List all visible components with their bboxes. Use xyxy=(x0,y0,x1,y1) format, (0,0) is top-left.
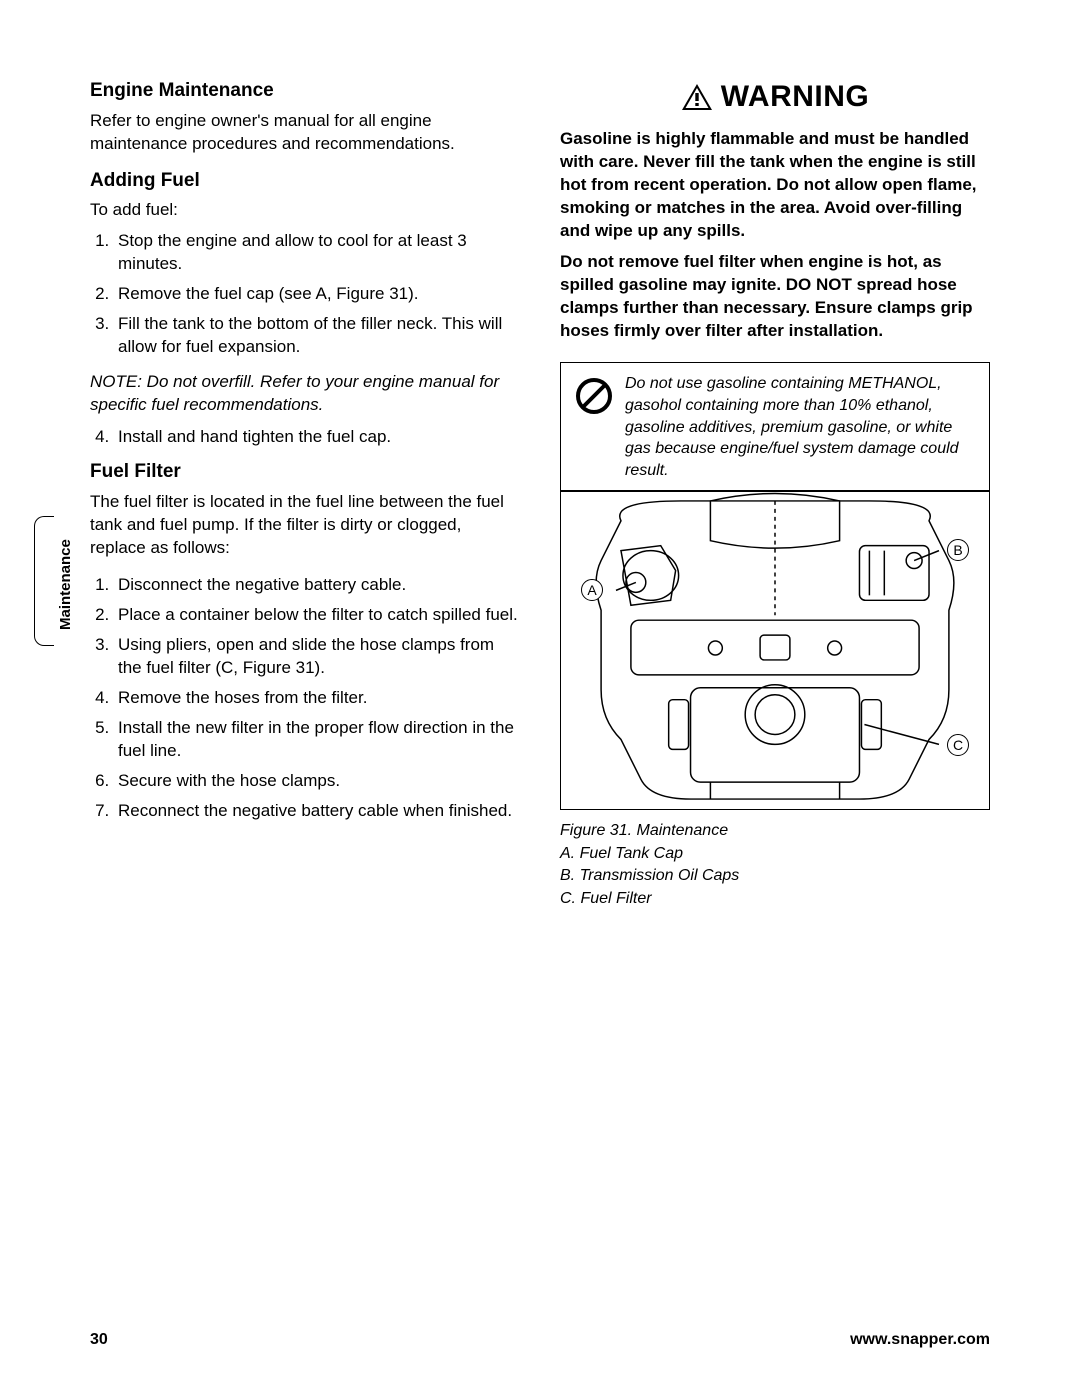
step: Install the new filter in the proper flo… xyxy=(114,717,520,763)
step: Secure with the hose clamps. xyxy=(114,770,520,793)
prohibit-icon xyxy=(575,377,613,415)
heading-fuel-filter: Fuel Filter xyxy=(90,461,520,483)
step: Place a container below the filter to ca… xyxy=(114,604,520,627)
heading-engine-maintenance: Engine Maintenance xyxy=(90,80,520,102)
steps-fuel-filter: Disconnect the negative battery cable. P… xyxy=(90,574,520,822)
caption-b: B. Transmission Oil Caps xyxy=(560,865,990,887)
step: Disconnect the negative battery cable. xyxy=(114,574,520,597)
step: Remove the hoses from the filter. xyxy=(114,687,520,710)
left-column: Engine Maintenance Refer to engine owner… xyxy=(90,80,520,910)
warning-text-1: Gasoline is highly flammable and must be… xyxy=(560,128,990,243)
right-column: WARNING Gasoline is highly flammable and… xyxy=(560,80,990,910)
step: Fill the tank to the bottom of the fille… xyxy=(114,313,520,359)
page-footer: 30 www.snapper.com xyxy=(90,1331,990,1349)
heading-adding-fuel: Adding Fuel xyxy=(90,170,520,192)
figure-31: A B C xyxy=(560,490,990,810)
warning-icon xyxy=(681,83,713,111)
warning-header: WARNING xyxy=(560,80,990,114)
para-engine-maintenance: Refer to engine owner's manual for all e… xyxy=(90,110,520,156)
caption-c: C. Fuel Filter xyxy=(560,888,990,910)
notice-text: Do not use gasoline containing METHANOL,… xyxy=(625,373,975,481)
steps-add-fuel: Stop the engine and allow to cool for at… xyxy=(90,230,520,359)
engine-diagram xyxy=(561,491,989,809)
note-overfill: NOTE: Do not overfill. Refer to your eng… xyxy=(90,371,520,417)
side-tab-maintenance: Maintenance xyxy=(54,529,74,640)
step: Using pliers, open and slide the hose cl… xyxy=(114,634,520,680)
caption-title: Figure 31. Maintenance xyxy=(560,820,990,842)
para-fuel-filter: The fuel filter is located in the fuel l… xyxy=(90,491,520,560)
step: Reconnect the negative battery cable whe… xyxy=(114,800,520,823)
para-add-fuel: To add fuel: xyxy=(90,200,520,220)
footer-url: www.snapper.com xyxy=(850,1331,990,1349)
steps-add-fuel-2: Install and hand tighten the fuel cap. xyxy=(90,426,520,449)
figure-caption: Figure 31. Maintenance A. Fuel Tank Cap … xyxy=(560,820,990,910)
step: Install and hand tighten the fuel cap. xyxy=(114,426,520,449)
step: Remove the fuel cap (see A, Figure 31). xyxy=(114,283,520,306)
page-number: 30 xyxy=(90,1331,108,1349)
side-tab-border xyxy=(34,516,54,646)
warning-title: WARNING xyxy=(721,80,870,114)
warning-text-2: Do not remove fuel filter when engine is… xyxy=(560,251,990,343)
notice-box: Do not use gasoline containing METHANOL,… xyxy=(560,362,990,492)
step: Stop the engine and allow to cool for at… xyxy=(114,230,520,276)
caption-a: A. Fuel Tank Cap xyxy=(560,843,990,865)
